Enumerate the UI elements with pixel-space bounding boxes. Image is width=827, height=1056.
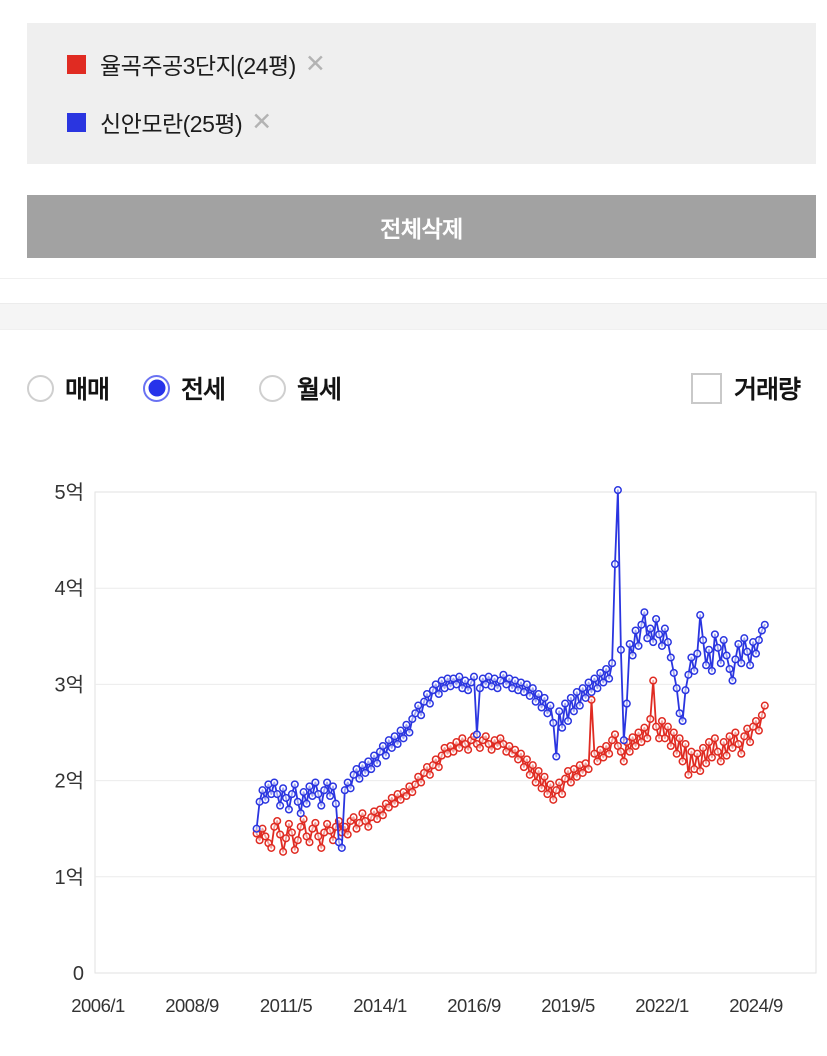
delete-all-button[interactable]: 전체삭제: [27, 195, 816, 258]
section-divider: [0, 303, 827, 330]
radio-trade-sale[interactable]: 매매: [27, 370, 110, 406]
svg-text:2006/1: 2006/1: [71, 995, 125, 1016]
legend-item-sinan: 신안모란(25평) ✕: [67, 107, 816, 137]
svg-text:2024/9: 2024/9: [729, 995, 783, 1016]
series-label: 신안모란(25평): [100, 111, 243, 137]
svg-text:4억: 4억: [54, 577, 84, 600]
price-chart: 0 1억 2억 3억 4억 5억 2006/1 2008/9 2011/5 2014/1 2016/…: [0, 450, 827, 1051]
svg-text:2022/1: 2022/1: [635, 995, 689, 1016]
svg-text:2008/9: 2008/9: [165, 995, 219, 1016]
svg-text:5억: 5억: [54, 481, 84, 504]
chart-controls-row: 매매 전세 월세 거래량: [27, 368, 801, 408]
radio-trade-jeonse[interactable]: 전세: [143, 370, 226, 406]
series-color-swatch-blue: [67, 112, 86, 132]
volume-checkbox-item[interactable]: 거래량: [690, 370, 801, 406]
divider-hairline: [0, 278, 827, 279]
radio-label-sale[interactable]: 매매: [65, 376, 110, 404]
remove-series-icon[interactable]: ✕: [251, 107, 273, 136]
volume-checkbox[interactable]: [690, 372, 722, 404]
radio-label-monthly[interactable]: 월세: [297, 376, 342, 404]
radio-label-jeonse[interactable]: 전세: [181, 376, 226, 404]
svg-text:1억: 1억: [54, 866, 84, 889]
legend-item-yulgok: 율곡주공3단지(24평) ✕: [67, 49, 816, 79]
chart-canvas: 0 1억 2억 3억 4억 5억 2006/1 2008/9 2011/5 2014/1 2016/…: [54, 481, 817, 1016]
selected-complexes-panel: 율곡주공3단지(24평) ✕ 신안모란(25평) ✕: [27, 23, 816, 164]
series-label: 율곡주공3단지(24평): [100, 53, 296, 79]
svg-text:2011/5: 2011/5: [260, 995, 312, 1016]
volume-label[interactable]: 거래량: [733, 376, 801, 404]
svg-text:2014/1: 2014/1: [353, 995, 407, 1016]
remove-series-icon[interactable]: ✕: [304, 49, 326, 78]
svg-text:0: 0: [73, 963, 84, 985]
svg-text:2019/5: 2019/5: [541, 995, 595, 1016]
svg-text:2016/9: 2016/9: [447, 995, 501, 1016]
radio-circle-jeonse[interactable]: [143, 374, 171, 402]
radio-trade-monthly[interactable]: 월세: [259, 370, 342, 406]
radio-circle-monthly[interactable]: [259, 374, 287, 402]
svg-text:3억: 3억: [54, 673, 84, 696]
series-color-swatch-red: [67, 54, 86, 74]
svg-text:2억: 2억: [54, 770, 84, 793]
radio-circle-sale[interactable]: [27, 374, 54, 402]
